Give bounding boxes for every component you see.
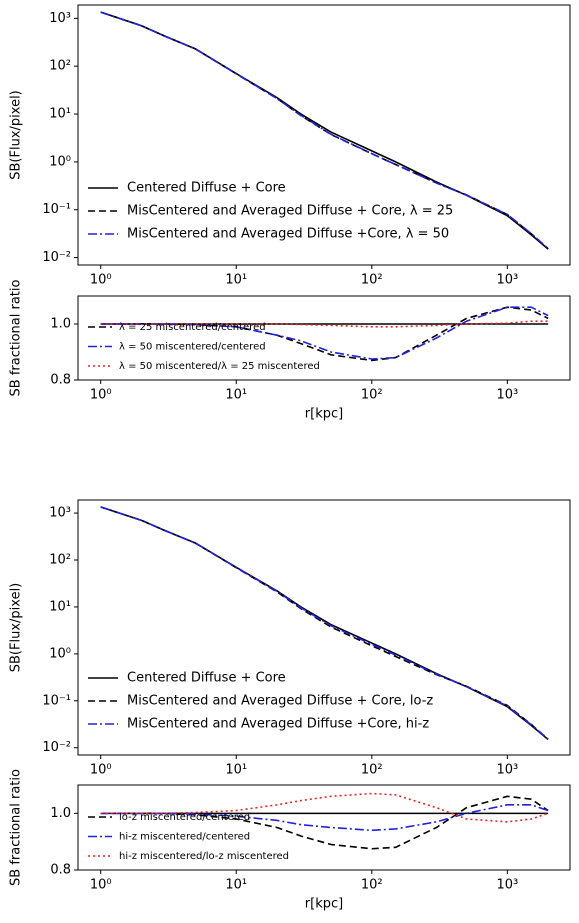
x-tick-label: 10¹ [225,273,247,288]
legend-label: Centered Diffuse + Core [127,671,286,686]
legend-label: lo-z miscentered/centered [119,812,250,823]
y-tick-label: 10¹ [49,599,71,614]
x-tick-label: 10³ [496,273,518,288]
x-tick-label: 10² [361,388,383,403]
series-line [100,320,549,328]
x-tick-label: 10⁰ [90,878,112,893]
y-tick-label: 0.8 [50,373,71,388]
x-tick-label: 10⁰ [90,273,112,288]
x-axis-label: r[kpc] [305,407,343,422]
x-tick-label: 10² [361,878,383,893]
y-tick-label: 10⁻² [42,740,71,755]
legend-label: hi-z miscentered/lo-z miscentered [119,851,289,862]
x-axis-label: r[kpc] [305,897,343,912]
y-tick-label: 10³ [49,506,71,521]
plot-frame [77,499,571,756]
y-tick-label: 0.8 [50,863,71,878]
series-line [100,792,549,823]
series-line [100,804,549,832]
legend-label: hi-z miscentered/centered [119,832,250,843]
legend-label: MisCentered and Averaged Diffuse +Core, … [127,227,449,242]
y-tick-label: 1.0 [50,317,71,332]
series-line [100,306,549,362]
y-tick-label: 10² [49,553,71,568]
y-tick-label: 1.0 [50,806,71,821]
y-tick-label: 10⁻¹ [42,202,71,217]
x-tick-label: 10⁰ [90,388,112,403]
legend-label: λ = 25 miscentered/centered [119,322,266,333]
legend-label: MisCentered and Averaged Diffuse + Core,… [127,204,453,219]
x-tick-label: 10¹ [225,763,247,778]
y-axis-label: SB fractional ratio [9,769,24,886]
legend-label: λ = 50 miscentered/centered [119,342,266,353]
x-tick-label: 10¹ [225,388,247,403]
x-tick-label: 10³ [496,878,518,893]
plot-frame [77,295,571,381]
y-axis-label: SB fractional ratio [9,279,24,396]
series-line [100,795,549,850]
legend-label: λ = 50 miscentered/λ = 25 miscentered [119,361,320,372]
y-tick-label: 10⁰ [49,154,71,169]
series-line [100,506,549,740]
y-axis-label: SB(Flux/pixel) [9,90,24,179]
x-tick-label: 10³ [496,763,518,778]
series-line [100,506,549,740]
series-line [100,11,549,250]
legend-label: MisCentered and Averaged Diffuse +Core, … [127,717,429,732]
series-line [100,306,549,360]
y-tick-label: 10⁻² [42,250,71,265]
y-tick-label: 10⁻¹ [42,693,71,708]
x-tick-label: 10² [361,763,383,778]
plot-frame [77,4,571,266]
x-tick-label: 10¹ [225,878,247,893]
legend-label: MisCentered and Averaged Diffuse + Core,… [127,694,433,709]
legend-label: Centered Diffuse + Core [127,181,286,196]
x-tick-label: 10³ [496,388,518,403]
x-tick-label: 10⁰ [90,763,112,778]
plot-frame [77,784,571,871]
y-tick-label: 10³ [49,11,71,26]
y-tick-label: 10⁰ [49,646,71,661]
y-tick-label: 10¹ [49,107,71,122]
y-axis-label: SB(Flux/pixel) [9,583,24,672]
x-tick-label: 10² [361,273,383,288]
y-tick-label: 10² [49,59,71,74]
